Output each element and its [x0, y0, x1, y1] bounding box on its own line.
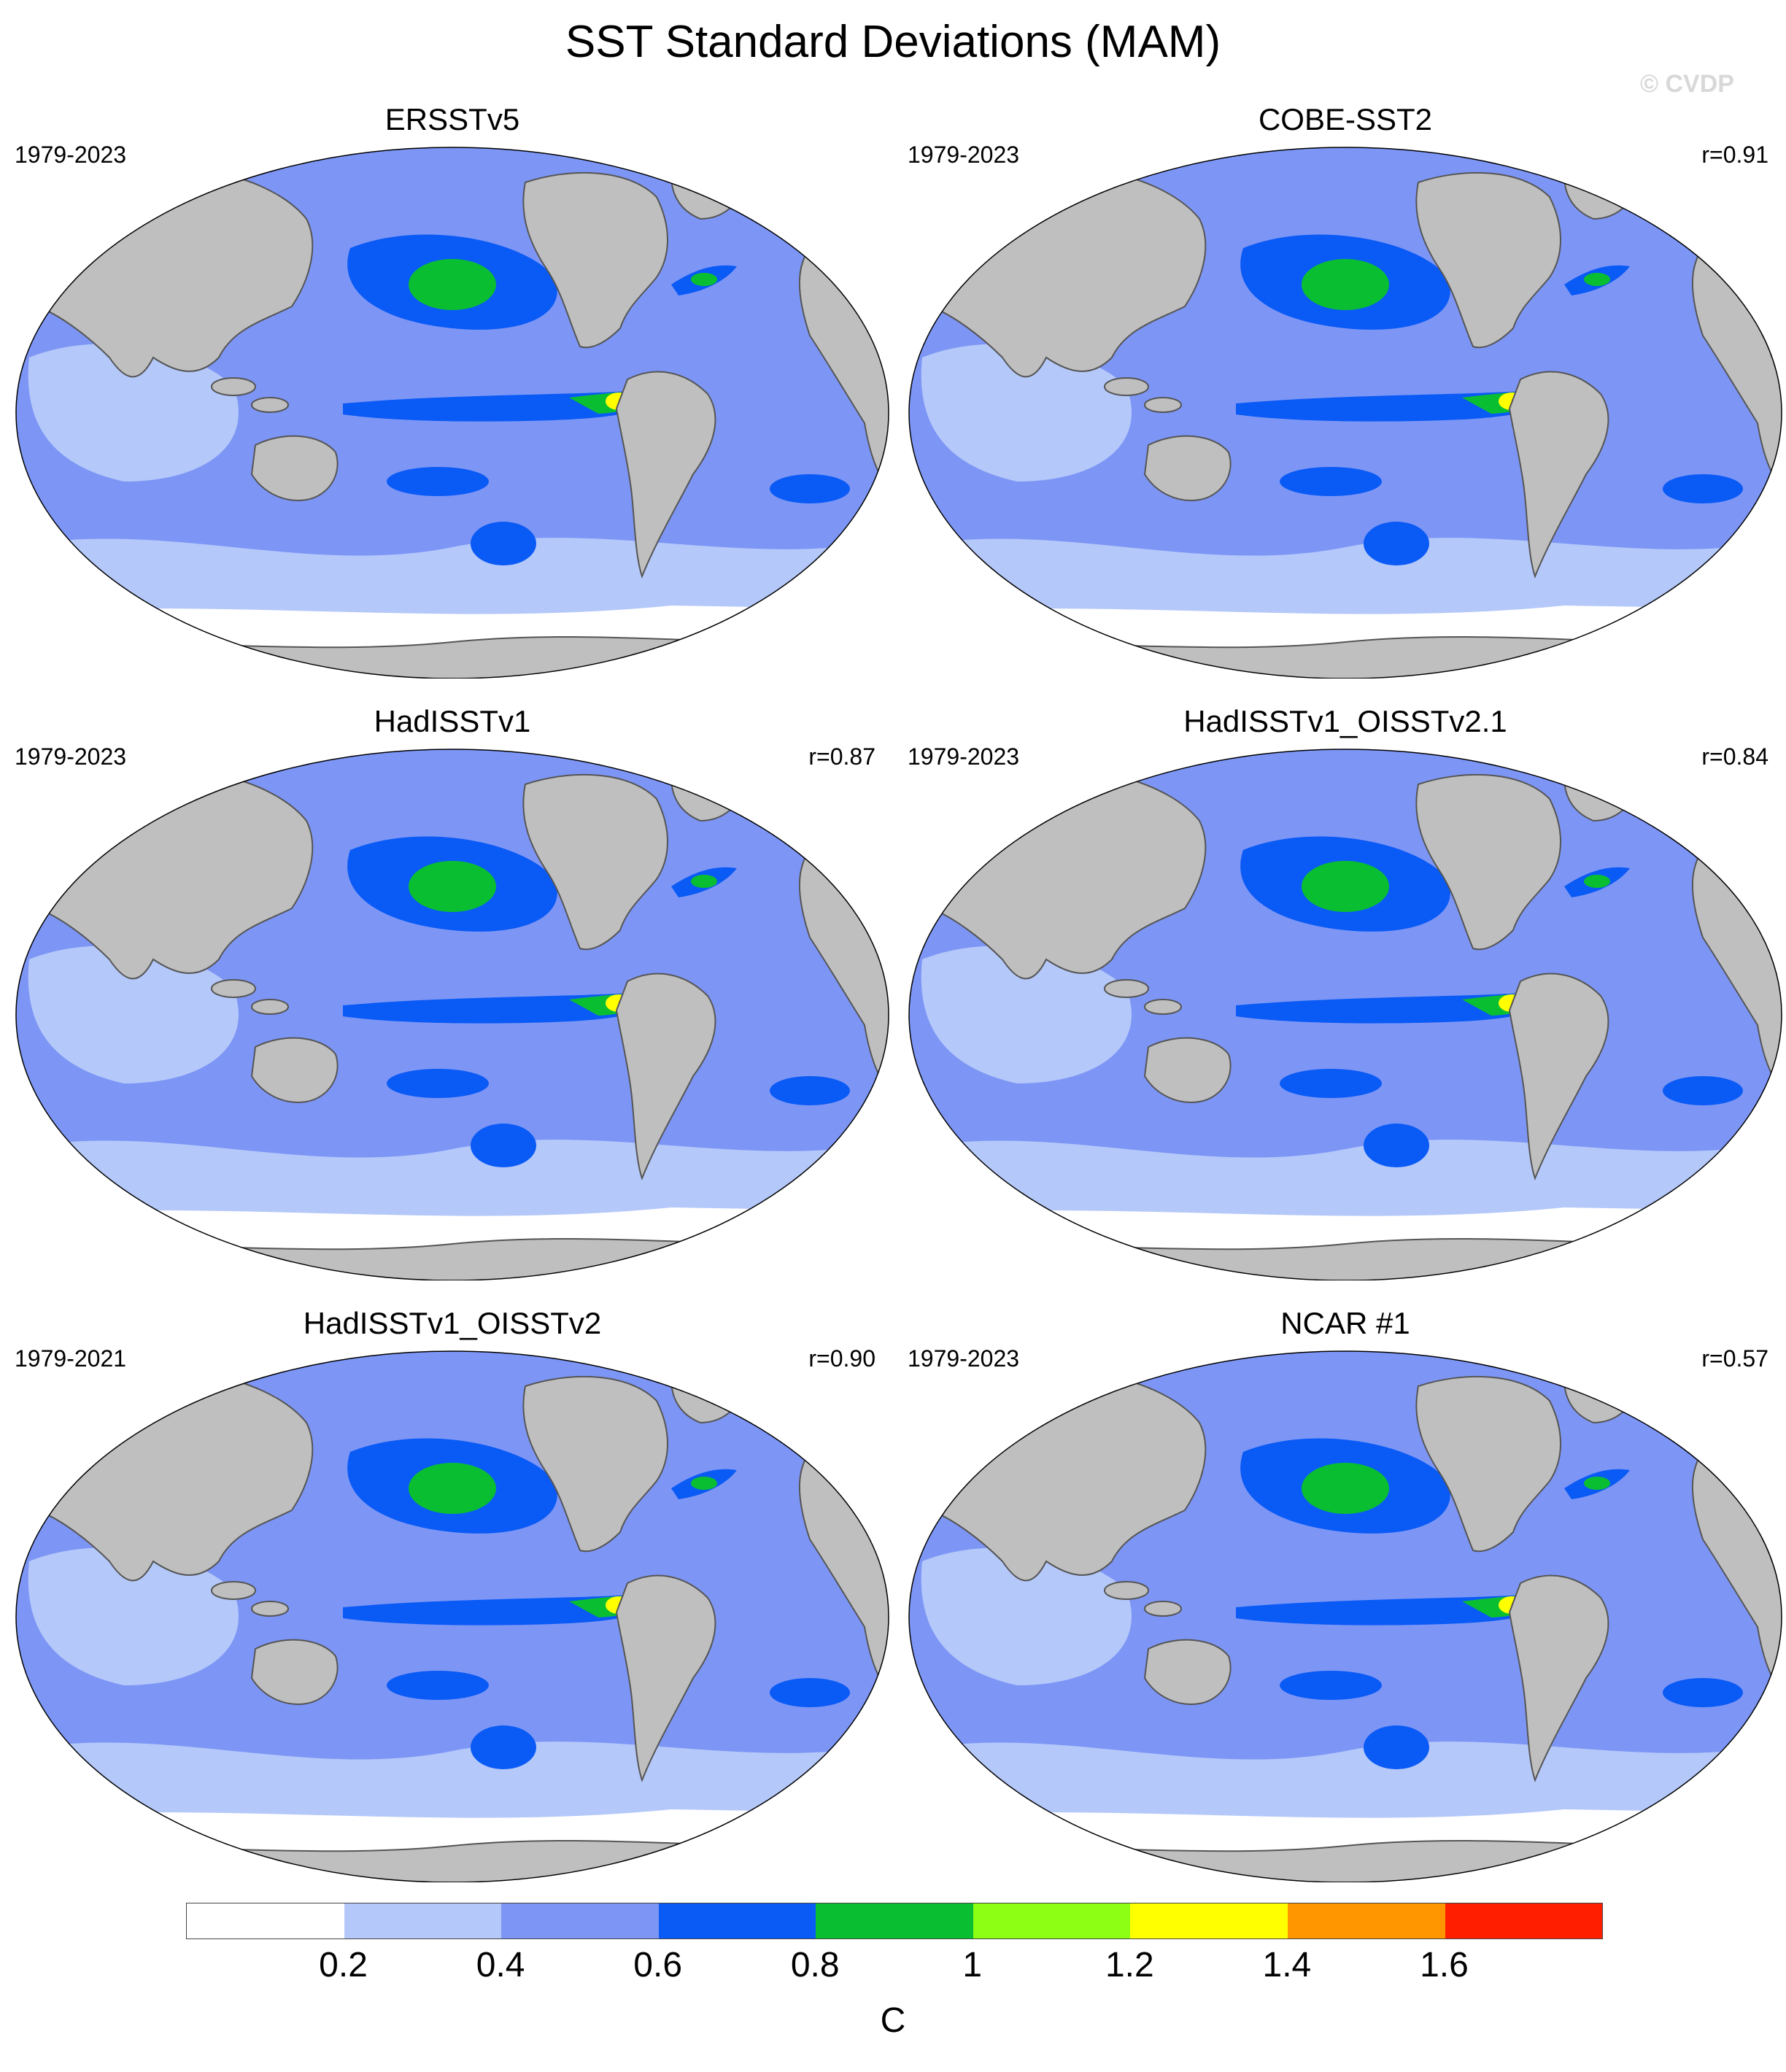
colorbar-swatch: [344, 1903, 502, 1938]
sst-stddev-map: [15, 749, 889, 1280]
colorbar-swatch: [187, 1903, 344, 1938]
panel-title: NCAR #1: [1280, 1306, 1410, 1340]
sst-stddev-map: [908, 147, 1782, 679]
panel-period: 1979-2023: [908, 1345, 1020, 1372]
colorbar-tick-label: 1.6: [1420, 1946, 1469, 1984]
colorbar-swatch: [816, 1903, 973, 1938]
panel-pattern-correlation: r=0.87: [808, 743, 875, 770]
colorbar-tick-label: 0.8: [790, 1946, 840, 1984]
colorbar-swatch: [973, 1903, 1131, 1938]
sst-stddev-map: [908, 749, 1782, 1280]
sst-stddev-map: [15, 147, 889, 679]
colorbar-tick-label: 1: [962, 1946, 983, 1984]
colorbar-tick-label: 0.4: [476, 1946, 525, 1984]
figure-title: SST Standard Deviations (MAM): [565, 17, 1221, 67]
colorbar-tick-label: 0.6: [633, 1946, 683, 1984]
colorbar-tick-label: 1.2: [1105, 1946, 1154, 1984]
panel-period: 1979-2023: [15, 142, 127, 168]
map-panel: COBE-SST2 1979-2023 r=0.91: [908, 102, 1783, 679]
sst-stddev-map: [908, 1350, 1782, 1882]
colorbar-swatch: [1287, 1903, 1445, 1938]
map-panel: HadISSTv1 1979-2023 r=0.87: [15, 704, 890, 1280]
colorbar-swatch: [658, 1903, 816, 1938]
panel-pattern-correlation: r=0.57: [1701, 1345, 1768, 1372]
map-panel: HadISSTv1_OISSTv2.1 1979-2023 r=0.84: [908, 704, 1783, 1280]
panel-period: 1979-2021: [15, 1345, 127, 1372]
map-panel: NCAR #1 1979-2023 r=0.57: [908, 1306, 1783, 1882]
panel-title: HadISSTv1_OISSTv2.1: [1183, 704, 1507, 738]
colorbar-swatch: [501, 1903, 659, 1938]
panel-pattern-correlation: r=0.91: [1701, 142, 1768, 168]
panel-pattern-correlation: r=0.90: [808, 1345, 875, 1372]
cvdp-watermark: © CVDP: [1640, 70, 1734, 98]
panel-title: HadISSTv1_OISSTv2: [303, 1306, 602, 1340]
map-panel: HadISSTv1_OISSTv2 1979-2021 r=0.90: [15, 1306, 890, 1882]
colorbar-tick-label: 0.2: [319, 1946, 368, 1984]
colorbar-swatch: [1445, 1903, 1603, 1938]
panel-title: COBE-SST2: [1258, 102, 1433, 136]
panel-period: 1979-2023: [908, 743, 1020, 770]
sst-stddev-map: [15, 1350, 889, 1882]
panel-title: ERSSTv5: [384, 102, 520, 136]
colorbar: [186, 1903, 1603, 1939]
panel-title: HadISSTv1: [374, 704, 531, 738]
panel-period: 1979-2023: [908, 142, 1020, 168]
map-panel: ERSSTv5 1979-2023: [15, 102, 890, 679]
colorbar-tick-label: 1.4: [1262, 1946, 1312, 1984]
colorbar-swatch: [1130, 1903, 1288, 1938]
panel-pattern-correlation: r=0.84: [1701, 743, 1768, 770]
colorbar-units: C: [880, 2001, 906, 2040]
panel-period: 1979-2023: [15, 743, 127, 770]
